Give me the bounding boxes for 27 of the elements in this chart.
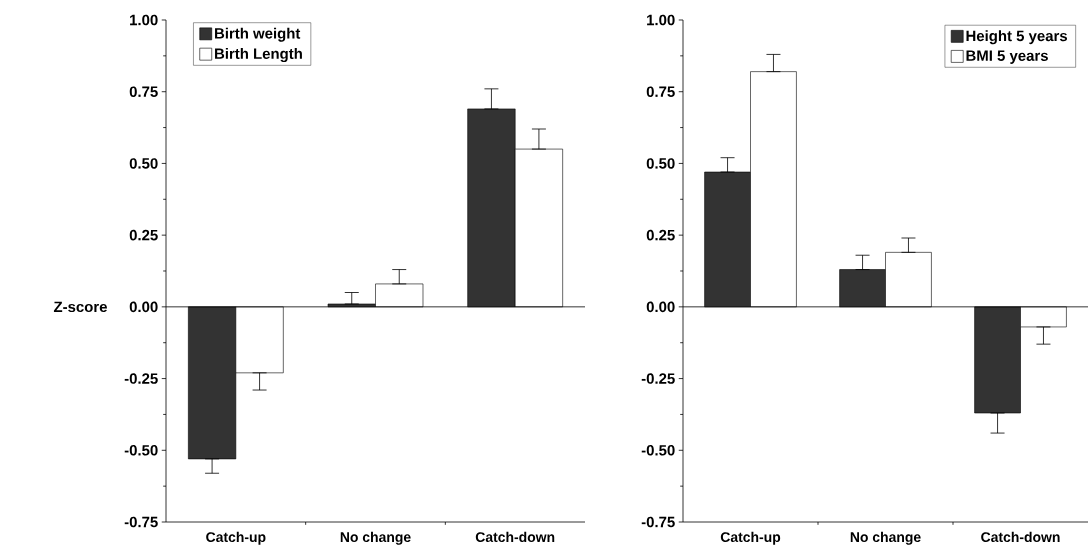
x-tick-label: No change (340, 531, 411, 545)
y-axis-title: Z-score (53, 301, 107, 313)
x-tick-label: Catch-up (206, 531, 266, 545)
y-tick-label: -0.50 (124, 444, 158, 456)
y-tick-label: 0.25 (646, 229, 675, 241)
y-tick-label: 0.50 (129, 158, 158, 169)
y-tick-label: 0.75 (646, 86, 675, 97)
y-tick-label: 0.75 (129, 86, 158, 97)
y-tick-label: 0.50 (646, 158, 675, 169)
y-tick-label: -0.75 (124, 516, 158, 528)
y-tick-label: 1.00 (130, 14, 158, 26)
x-tick-label: Catch-down (981, 531, 1060, 543)
legend-label: Birth Length (215, 48, 302, 63)
legend-label: Birth weight (215, 27, 301, 42)
x-tick-label: Catch-up (720, 531, 781, 545)
y-tick-label: 0.00 (646, 301, 675, 313)
y-tick-label: 1.00 (647, 14, 675, 26)
y-tick-label: -0.25 (124, 373, 158, 384)
y-tick-label: -0.50 (641, 444, 675, 456)
x-tick-label: Catch-down (475, 531, 555, 543)
y-tick-label: 0.25 (129, 229, 158, 241)
legend-label: BMI 5 years (966, 50, 1048, 64)
y-tick-label: -0.25 (641, 373, 675, 384)
y-tick-label: 0.00 (129, 301, 158, 313)
x-tick-label: No change (850, 531, 921, 545)
y-tick-label: -0.75 (641, 516, 675, 528)
legend-label: Height 5 years (966, 30, 1068, 45)
